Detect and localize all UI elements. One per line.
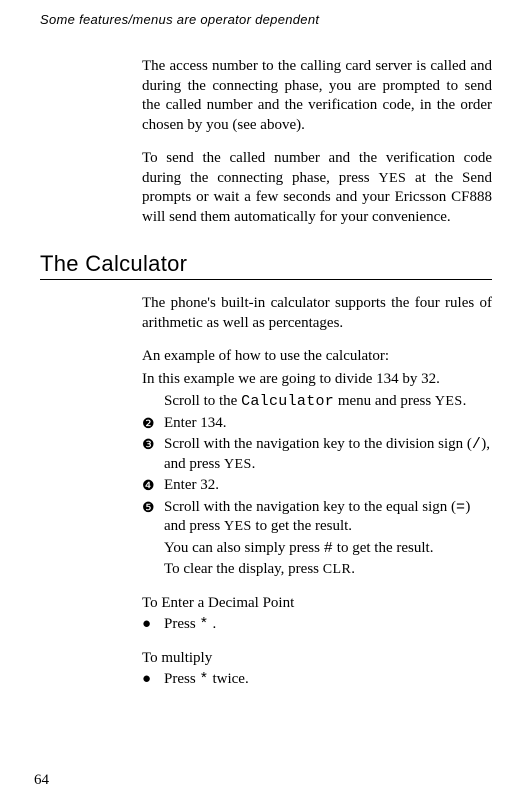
decimal-step: ● Press * . — [142, 615, 492, 635]
step-5: ❺ Scroll with the navigation key to the … — [142, 498, 492, 537]
intro-para-1: The access number to the calling card se… — [142, 57, 492, 135]
section-heading-calculator: The Calculator — [40, 251, 492, 280]
star-key-2: * — [199, 671, 208, 688]
decimal-text: Press * . — [164, 615, 492, 635]
multiply-heading: To multiply — [142, 649, 492, 669]
step1-a: Scroll to the — [164, 393, 241, 409]
yes-key-4: YES — [224, 519, 252, 534]
step-1-text: Scroll to the Calculator menu and press … — [164, 392, 492, 412]
step-marker-extra2 — [142, 560, 164, 580]
step-list: Scroll to the Calculator menu and press … — [142, 392, 492, 580]
page-number: 64 — [34, 772, 49, 789]
step-2: ❷ Enter 134. — [142, 414, 492, 434]
multiply-step: ● Press * twice. — [142, 670, 492, 690]
operator-note: Some features/menus are operator depende… — [40, 12, 492, 27]
intro-block: The access number to the calling card se… — [142, 57, 492, 227]
clr-key: CLR — [323, 562, 351, 577]
intro-para-2: To send the called number and the verifi… — [142, 149, 492, 227]
extra1-b: to get the result. — [333, 540, 433, 556]
step1-b: menu and press — [334, 393, 435, 409]
calculator-block: The phone's built-in calculator supports… — [142, 294, 492, 690]
step-marker-extra1 — [142, 539, 164, 559]
step-extra-1: You can also simply press # to get the r… — [142, 539, 492, 559]
yes-key-3: YES — [224, 457, 252, 472]
step-extra-1-text: You can also simply press # to get the r… — [164, 539, 492, 559]
calculator-menu-word: Calculator — [241, 393, 334, 410]
step-3: ❸ Scroll with the navigation key to the … — [142, 435, 492, 474]
step-marker-4: ❹ — [142, 476, 164, 496]
decimal-a: Press — [164, 616, 199, 632]
hash-key: # — [324, 540, 333, 557]
extra2-a: To clear the display, press — [164, 561, 323, 577]
step5-a: Scroll with the navigation key to the eq… — [164, 499, 456, 515]
step-3-text: Scroll with the navigation key to the di… — [164, 435, 492, 474]
multiply-text: Press * twice. — [164, 670, 492, 690]
bullet-1: ● — [142, 615, 164, 635]
extra1-a: You can also simply press — [164, 540, 324, 556]
step-1: Scroll to the Calculator menu and press … — [142, 392, 492, 412]
calc-intro: The phone's built-in calculator supports… — [142, 294, 492, 333]
step5-c: to get the result. — [252, 518, 352, 534]
step-4: ❹ Enter 32. — [142, 476, 492, 496]
multiply-b: twice. — [209, 671, 249, 687]
step-2-text: Enter 134. — [164, 414, 492, 434]
step-5-text: Scroll with the navigation key to the eq… — [164, 498, 492, 537]
slash-key: / — [472, 436, 481, 453]
calc-example-lead: An example of how to use the calculator: — [142, 347, 492, 367]
multiply-a: Press — [164, 671, 199, 687]
decimal-heading: To Enter a Decimal Point — [142, 594, 492, 614]
yes-key-2: YES — [435, 394, 463, 409]
step-extra-2-text: To clear the display, press CLR. — [164, 560, 492, 580]
step-extra-2: To clear the display, press CLR. — [142, 560, 492, 580]
decimal-b: . — [209, 616, 217, 632]
extra2-b: . — [351, 561, 355, 577]
bullet-2: ● — [142, 670, 164, 690]
step-marker-3: ❸ — [142, 435, 164, 474]
star-key-1: * — [199, 616, 208, 633]
calc-example-desc: In this example we are going to divide 1… — [142, 370, 492, 390]
step3-a: Scroll with the navigation key to the di… — [164, 436, 472, 452]
step-4-text: Enter 32. — [164, 476, 492, 496]
equal-key: = — [456, 499, 465, 516]
yes-key-1: YES — [379, 171, 407, 186]
step-marker-2: ❷ — [142, 414, 164, 434]
step-marker-1 — [142, 392, 164, 412]
step-marker-5: ❺ — [142, 498, 164, 537]
